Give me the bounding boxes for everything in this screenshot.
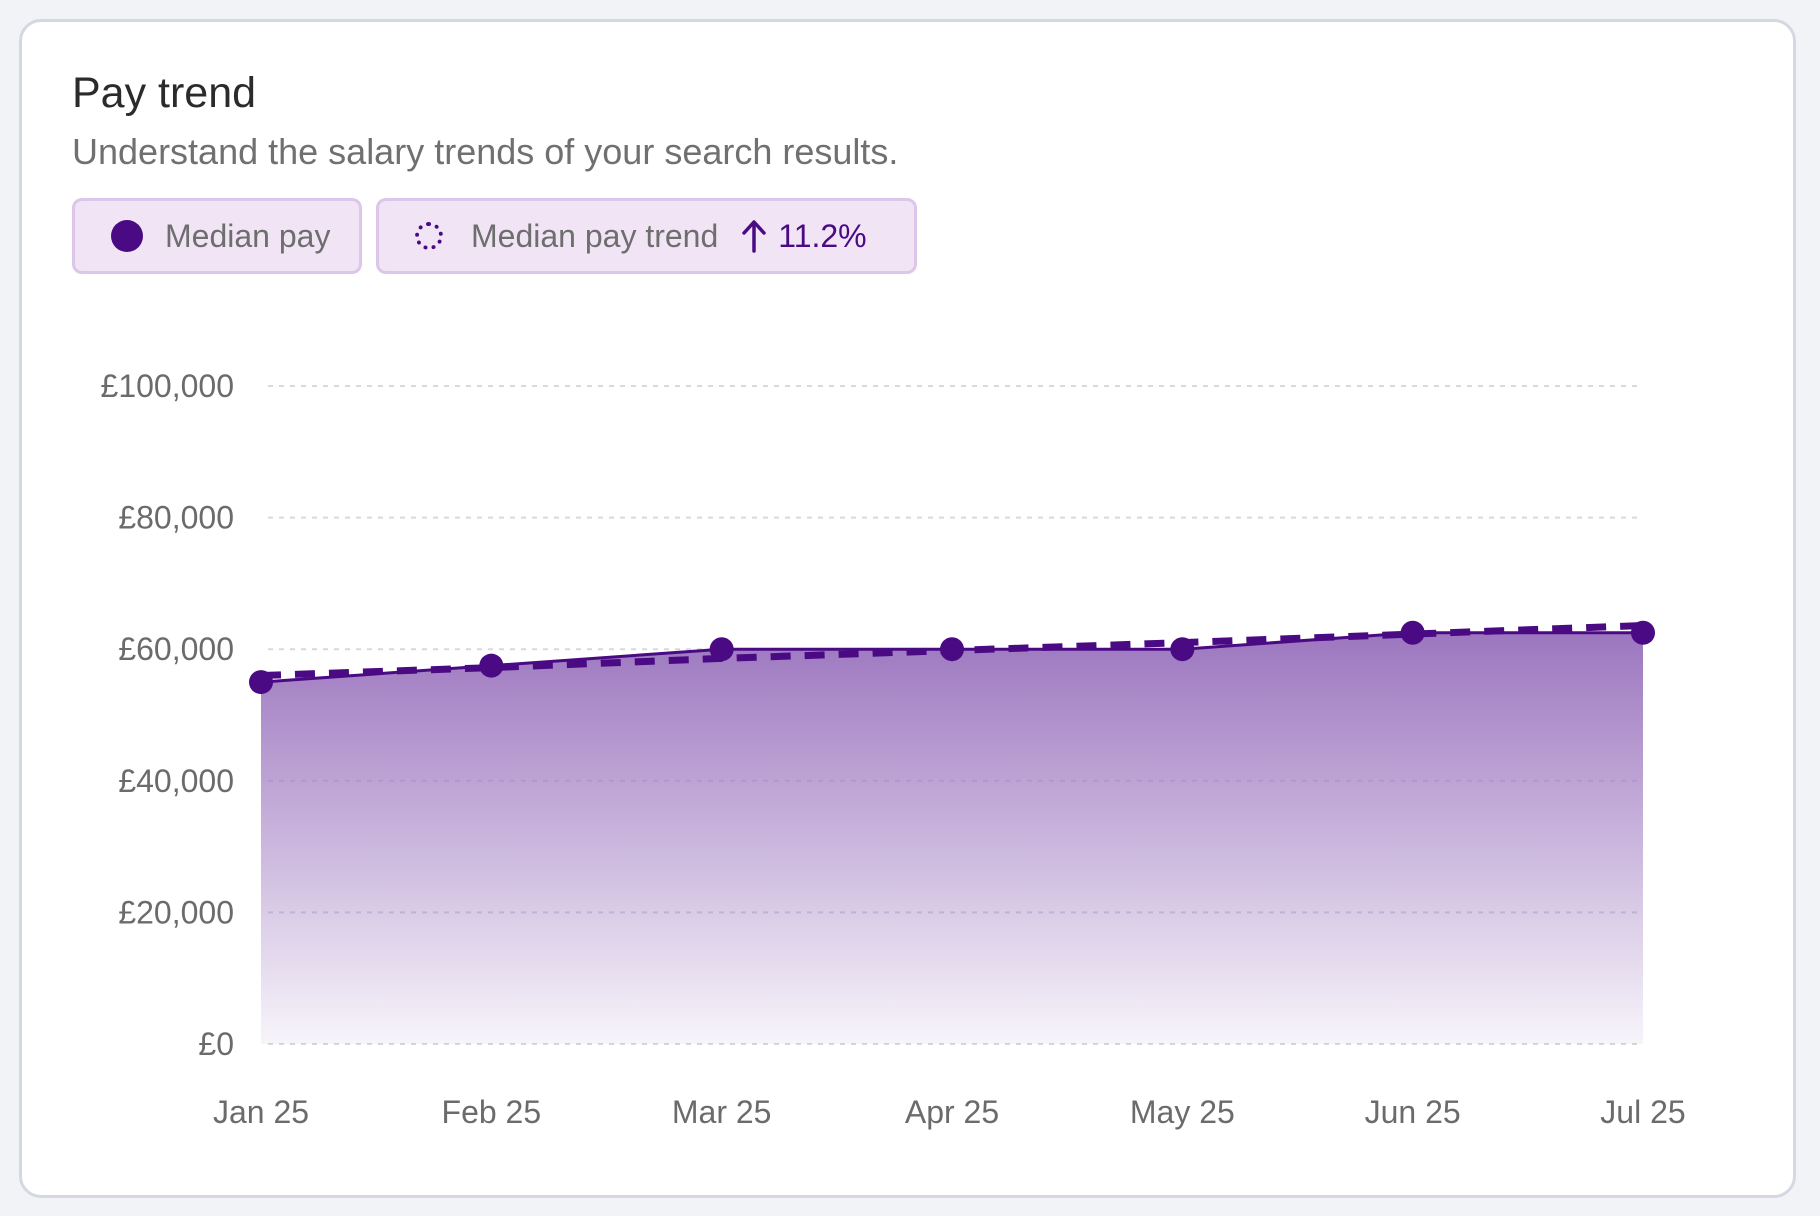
x-tick-label: Jan 25 — [213, 1094, 309, 1130]
arrow-up-icon — [742, 219, 767, 253]
legend-median-pay-trend-toggle[interactable]: Median pay trend 11.2% — [376, 198, 917, 274]
y-tick-label: £40,000 — [118, 763, 234, 799]
x-tick-label: Apr 25 — [905, 1094, 999, 1130]
y-tick-label: £60,000 — [118, 631, 234, 667]
median-pay-point[interactable] — [1400, 620, 1425, 645]
x-tick-label: Jul 25 — [1600, 1094, 1685, 1130]
y-tick-label: £80,000 — [118, 500, 234, 536]
legend-median-pay-toggle[interactable]: Median pay — [72, 198, 362, 274]
x-tick-label: May 25 — [1130, 1094, 1235, 1130]
median-pay-point[interactable] — [709, 637, 734, 662]
median-pay-point[interactable] — [249, 670, 273, 695]
median-pay-area — [261, 632, 1643, 1044]
chart-legend: Median pay Median pay trend 11.2% — [72, 198, 917, 274]
solid-dot-icon — [111, 220, 143, 252]
legend-trend-label: Median pay trend — [471, 217, 719, 254]
median-pay-point[interactable] — [1631, 620, 1655, 645]
trend-change-value: 11.2% — [778, 217, 867, 254]
x-tick-label: Jun 25 — [1365, 1094, 1461, 1130]
card-title: Pay trend — [72, 69, 257, 117]
x-axis-ticks: Jan 25 Feb 25 Mar 25 Apr 25 May 25 Jun 25 Jul … — [213, 1094, 1686, 1130]
y-tick-label: £20,000 — [118, 894, 234, 930]
median-pay-point[interactable] — [940, 637, 964, 662]
legend-median-pay-label: Median pay — [165, 217, 331, 254]
y-tick-label: £0 — [198, 1026, 234, 1062]
dotted-circle-icon — [415, 222, 443, 250]
y-tick-label: £100,000 — [101, 368, 234, 404]
card-subtitle: Understand the salary trends of your sea… — [72, 131, 899, 172]
y-axis-ticks: £0 £20,000 £40,000 £60,000 £80,000 £100,000 — [101, 368, 234, 1062]
median-pay-point[interactable] — [1170, 637, 1195, 662]
series-layer — [249, 620, 1655, 1044]
x-tick-label: Feb 25 — [442, 1094, 542, 1130]
median-pay-point[interactable] — [479, 653, 504, 678]
x-tick-label: Mar 25 — [672, 1094, 772, 1130]
